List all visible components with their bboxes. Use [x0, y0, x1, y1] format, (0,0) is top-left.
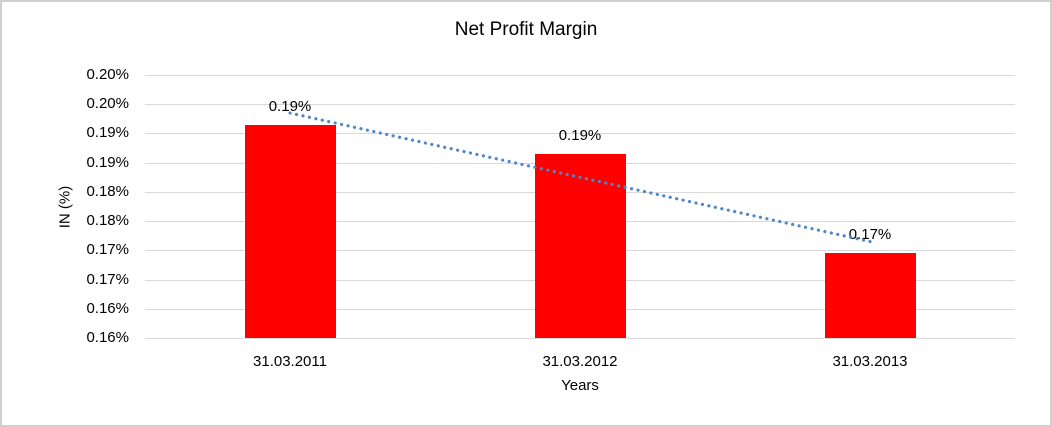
y-axis-tick-label: 0.20%: [86, 66, 129, 83]
x-axis-title: Years: [561, 377, 599, 394]
bar-31.03.2013: [825, 253, 916, 338]
plot-area: Years 0.19% 31.03.2011 0.19% 31.03.2012 0.17…: [145, 75, 1015, 394]
y-axis-tick-label: 0.17%: [86, 241, 129, 258]
gridline: [145, 133, 1015, 134]
y-axis-tick-label: 0.19%: [86, 154, 129, 171]
bar-31.03.2011: [245, 125, 336, 338]
y-axis-tick-label: 0.16%: [86, 300, 129, 317]
x-axis-tick-label: 31.03.2011: [253, 353, 327, 370]
y-axis-tick-label: 0.18%: [86, 212, 129, 229]
bar-value-label: 0.17%: [848, 226, 892, 243]
y-axis-tick-label: 0.19%: [86, 124, 129, 141]
bar-value-label: 0.19%: [558, 127, 602, 144]
y-axis-tick-label: 0.18%: [86, 183, 129, 200]
y-axis-tick-label: 0.16%: [86, 329, 129, 346]
chart-title: Net Profit Margin: [454, 19, 598, 40]
trendline: [288, 111, 872, 244]
x-axis-tick-label: 31.03.2013: [832, 353, 908, 370]
x-axis-tick-label: 31.03.2012: [542, 353, 618, 370]
gridline: [145, 104, 1015, 105]
gridline: [145, 338, 1015, 339]
gridline: [145, 75, 1015, 76]
y-axis-tick-label: 0.20%: [86, 95, 129, 112]
bar-value-label: 0.19%: [268, 98, 312, 115]
y-axis-tick-label: 0.17%: [86, 271, 129, 288]
